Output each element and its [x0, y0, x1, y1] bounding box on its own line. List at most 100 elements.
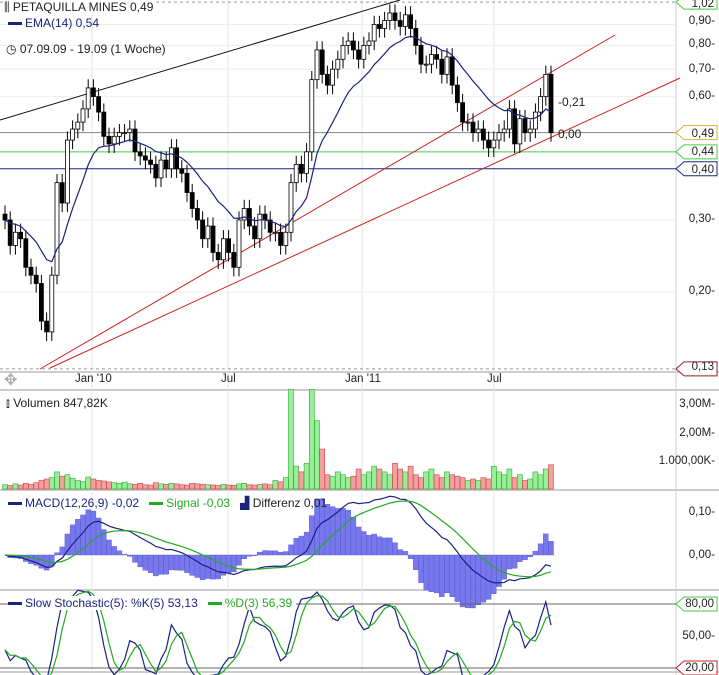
macd-histogram-bar	[459, 554, 466, 608]
candle-body	[517, 118, 523, 145]
macd-histogram-bar	[407, 554, 414, 559]
volume-bar	[194, 483, 201, 490]
volume-bar	[288, 388, 294, 490]
volume-bar	[189, 482, 195, 490]
candle-body	[387, 12, 393, 21]
candle-body	[153, 163, 159, 179]
macd-line	[4, 495, 552, 584]
volume-bar	[532, 471, 539, 490]
max-price-tag: 1,02	[691, 0, 714, 10]
volume-bar	[69, 477, 76, 490]
macd-histogram-bar	[106, 539, 112, 556]
volume-icon: ⫾	[6, 396, 14, 410]
stoch-80-tag: 80,00	[685, 598, 714, 610]
volume-bar	[340, 474, 346, 490]
candle-body	[382, 20, 388, 29]
diff-legend-text: Differenz 0,01	[252, 496, 328, 510]
volume-bar	[324, 474, 331, 490]
volume-bar	[527, 478, 534, 490]
macd-legend-text: MACD(12,26,9) -0,02	[25, 496, 140, 510]
min-tag-shape	[675, 361, 718, 377]
macd-histogram-bar	[537, 543, 544, 556]
macd-histogram-bar	[236, 554, 242, 566]
macd-histogram-bar	[543, 533, 549, 556]
volume-bar	[522, 480, 528, 490]
macd-histogram-bar	[272, 550, 279, 556]
macd-histogram-bar	[475, 554, 481, 605]
candle-body	[543, 73, 549, 98]
candle-body	[480, 128, 486, 141]
macd-histogram-bar	[90, 510, 97, 556]
candle-body	[350, 40, 356, 51]
macd-histogram-bar	[137, 554, 143, 568]
volume-legend[interactable]: ⫾ Volumen 847,82K	[6, 396, 108, 411]
volume-bar	[142, 484, 149, 490]
volume-bar	[210, 484, 216, 490]
d-legend-text: %D(3) 56,39	[224, 596, 293, 610]
volume-bar	[303, 463, 310, 490]
fib-zero-label: 0,00	[558, 127, 582, 141]
macd-tick: 0,00-	[688, 549, 715, 561]
volume-bar	[548, 464, 554, 490]
volume-bar	[459, 477, 466, 490]
candle-body	[210, 225, 216, 253]
volume-bar	[506, 468, 513, 490]
candle-body	[85, 87, 91, 110]
candle-body	[12, 231, 18, 246]
price-tick: 0,80-	[688, 38, 715, 50]
macd-histogram-bar	[392, 542, 398, 556]
x-label-jul10: Jul	[221, 373, 236, 385]
volume-bar	[537, 474, 544, 490]
price-tick: 0,60-	[688, 90, 715, 102]
d-swatch	[207, 602, 222, 606]
volume-bar	[397, 468, 404, 490]
candle-body	[522, 118, 528, 134]
macd-legend[interactable]: MACD(12,26,9) -0,02 Signal -0,03 ▟ Diffe…	[8, 496, 327, 510]
trendline-lower-red	[49, 77, 681, 369]
candle-body	[486, 139, 492, 149]
candle-body	[59, 182, 65, 204]
k-legend-text: Slow Stochastic(5): %K(5) 53,13	[25, 596, 198, 610]
volume-bar	[329, 475, 336, 490]
candle-body	[330, 68, 336, 86]
candle-body	[324, 73, 330, 86]
candle-body	[449, 56, 455, 86]
macd-histogram-bar	[293, 538, 299, 556]
candle-body	[194, 208, 200, 221]
volume-bar	[153, 482, 159, 490]
candle-body	[356, 49, 362, 60]
period-label[interactable]: ◷ 07.09.09 - 19.09 (1 Woche)	[6, 42, 166, 56]
volume-bar	[127, 483, 133, 490]
candle-body	[475, 128, 481, 134]
navy-tag-shape	[675, 161, 718, 177]
candle-body	[168, 147, 174, 170]
candle-body	[538, 96, 543, 113]
macd-histogram-bar	[231, 554, 237, 573]
volume-bar	[262, 483, 268, 490]
macd-histogram-bar	[225, 554, 232, 574]
macd-histogram-bar	[501, 554, 507, 580]
volume-bar	[511, 477, 518, 490]
macd-histogram-bar	[241, 554, 247, 559]
candle-body	[189, 192, 195, 209]
volume-bar	[485, 478, 492, 490]
macd-histogram-bar	[454, 554, 461, 602]
candle-body	[496, 132, 502, 141]
volume-bar	[464, 480, 471, 490]
macd-histogram-bar	[345, 509, 351, 556]
macd-histogram-bar	[199, 554, 206, 580]
macd-histogram-bar	[158, 554, 164, 575]
ema-legend[interactable]: EMA(14) 0,54	[8, 16, 99, 30]
volume-bar	[282, 477, 289, 490]
candle-body	[163, 159, 169, 170]
candle-body	[2, 213, 8, 221]
volume-bar	[158, 483, 164, 490]
move-handle-icon[interactable]: ✥	[4, 372, 18, 389]
candle-body	[174, 147, 180, 170]
volume-bar	[2, 484, 8, 490]
stoch-legend[interactable]: Slow Stochastic(5): %K(5) 53,13 %D(3) 56…	[8, 596, 297, 610]
volume-bar	[366, 471, 372, 490]
volume-bar	[241, 482, 247, 490]
x-label-jul11: Jul	[487, 373, 502, 385]
